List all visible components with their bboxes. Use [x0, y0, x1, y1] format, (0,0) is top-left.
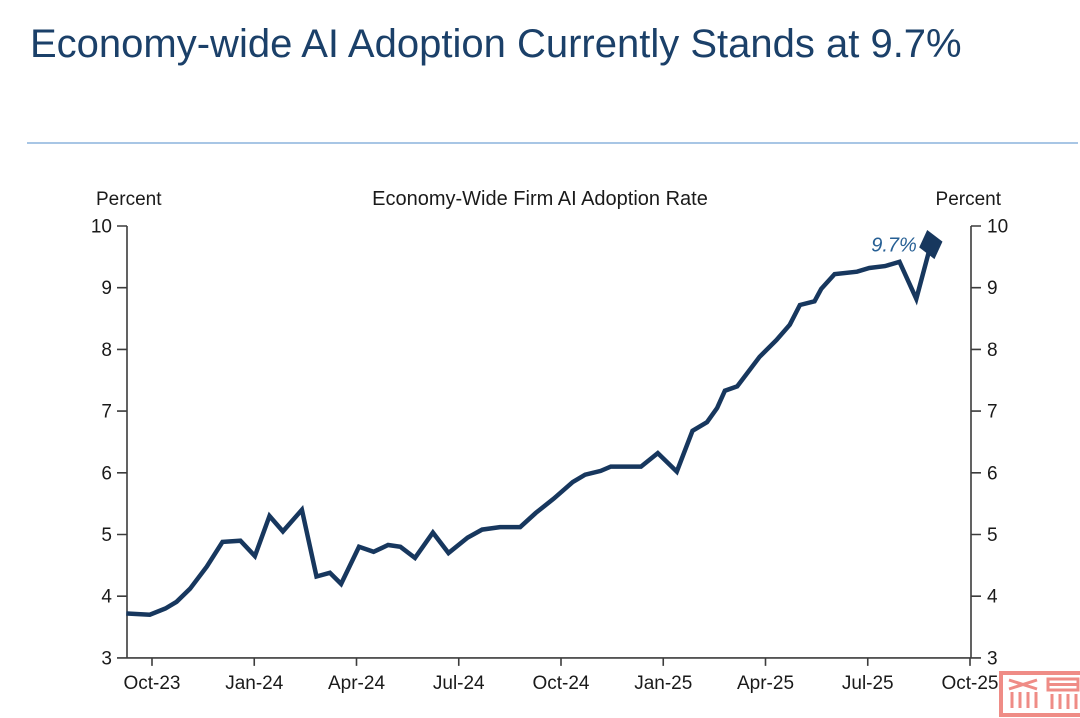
y-tick-label-left: 10: [91, 217, 112, 238]
adoption-rate-line-chart: 3 3 4 4 5 5 6 6 7 7 8 8 9 9 10 10 Oct-23 Jan-24 Apr-24 Jul-…: [91, 217, 1008, 694]
tick-marks: [117, 225, 981, 666]
x-tick-label: Jan-24: [225, 673, 284, 694]
red-seal-watermark-icon: [999, 671, 1080, 717]
x-tick-label: Oct-23: [123, 673, 180, 694]
x-tick-label: Oct-25: [941, 673, 998, 694]
y-tick-label-left: 4: [101, 587, 112, 608]
y-tick-label-left: 7: [101, 402, 112, 423]
page-title: Economy-wide AI Adoption Currently Stand…: [30, 22, 962, 66]
x-tick-label: Oct-24: [532, 673, 589, 694]
y-tick-label-left: 9: [101, 278, 112, 299]
x-tick-label: Jul-24: [433, 673, 485, 694]
y-tick-label-right: 9: [987, 278, 998, 299]
x-tick-label: Jul-25: [842, 673, 894, 694]
y-tick-label-right: 5: [987, 525, 998, 546]
last-point-label: 9.7%: [871, 235, 917, 257]
x-tick-label: Apr-24: [328, 673, 385, 694]
y-tick-label-right: 6: [987, 463, 998, 484]
y-tick-label-left: 5: [101, 525, 112, 546]
y-tick-label-left: 6: [101, 463, 112, 484]
axes: [126, 226, 972, 659]
adoption-line: [126, 243, 933, 617]
x-tick-label: Apr-25: [737, 673, 794, 694]
y-axis-caption-left: Percent: [96, 189, 162, 210]
y-tick-label-right: 4: [987, 587, 998, 608]
y-tick-label-right: 3: [987, 648, 998, 669]
title-separator-line: [27, 142, 1078, 144]
y-tick-label-left: 8: [101, 340, 112, 361]
y-tick-label-right: 10: [987, 217, 1008, 238]
y-tick-label-left: 3: [101, 648, 112, 669]
y-tick-label-right: 8: [987, 340, 998, 361]
y-tick-label-right: 7: [987, 402, 998, 423]
chart-title: Economy-Wide Firm AI Adoption Rate: [372, 188, 708, 210]
last-point-diamond-icon: [919, 229, 943, 260]
y-axis-caption-right: Percent: [935, 189, 1001, 210]
x-tick-label: Jan-25: [634, 673, 692, 694]
